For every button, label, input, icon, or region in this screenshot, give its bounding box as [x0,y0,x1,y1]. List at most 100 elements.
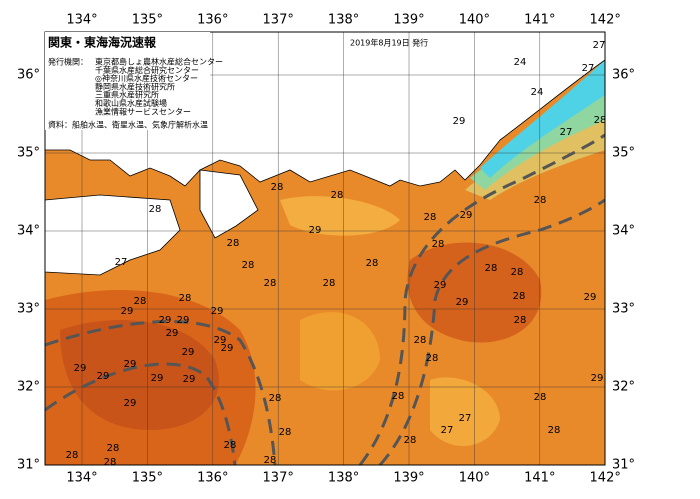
cool-water [430,377,500,447]
contour-label: 28 [404,435,417,446]
kuroshio-axis [358,133,605,465]
longitude-label: 137° [263,13,294,28]
contour-label: 29 [591,373,604,384]
contour-label: 29 [121,306,134,317]
contour-label: 28 [511,267,524,278]
contour-label: 24 [531,87,544,98]
longitude-label: 142° [590,13,621,28]
contour-label: 28 [548,425,561,436]
contour-label: 29 [74,363,87,374]
contour-label: 28 [279,427,292,438]
contour-label: 28 [432,239,445,250]
longitude-label: 139° [393,471,424,486]
contour-label: 28 [227,238,240,249]
contour-label: 27 [560,127,573,138]
contour-label: 28 [331,190,344,201]
contour-label: 28 [224,440,237,451]
issuer: 漁業情報サービスセンター [95,106,191,116]
contour-label: 29 [177,315,190,326]
contour-label: 29 [124,359,137,370]
contour-label: 28 [513,291,526,302]
longitude-label: 142° [590,471,621,486]
latitude-label: 32° [612,380,635,395]
longitude-label: 139° [393,13,424,28]
contour-label: 27 [441,425,454,436]
latitude-label: 32° [17,380,40,395]
longitude-label: 140° [459,471,490,486]
latitude-label: 31° [612,458,635,473]
contour-label: 28 [426,353,439,364]
contour-label: 28 [264,278,277,289]
issuer-label: 発行機関： [48,57,88,67]
title: 関東・東海海況速報 [48,35,157,50]
latitude-label: 33° [612,302,635,317]
contour-label: 28 [134,296,147,307]
contour-label: 29 [221,343,234,354]
kuroshio-axis [45,362,237,465]
contour-label: 28 [424,212,437,223]
latitude-label: 36° [17,68,40,83]
latitude-label: 35° [612,146,635,161]
info-box: 関東・東海海況速報 2019年8月19日 発行 発行機関： 東京都島しょ農林水産… [45,32,428,130]
latitude-label: 31° [17,458,40,473]
contour-label: 28 [594,115,607,126]
contour-label: 29 [211,306,224,317]
longitude-label: 137° [263,471,294,486]
contour-label: 28 [107,443,120,454]
issuer: 和歌山県水産試験場 [95,98,167,108]
kuroshio-axis [378,198,605,465]
issue-date: 2019年8月19日 発行 [350,38,428,48]
contour-label: 28 [269,393,282,404]
contour-label: 29 [182,347,195,358]
contour-label: 29 [124,398,137,409]
contour-label: 28 [271,182,284,193]
contour-label: 29 [159,315,172,326]
contour-label: 28 [392,391,405,402]
contour-label: 28 [514,315,527,326]
longitude-label: 134° [66,471,97,486]
latitude-label: 33° [17,302,40,317]
latitude-label: 36° [612,68,635,83]
longitude-label: 141° [524,13,555,28]
issuer: 静岡県水産技術研究所 [95,81,175,91]
contour-label: 28 [242,260,255,271]
longitude-label: 134° [66,13,97,28]
longitude-label: 135° [132,471,163,486]
contour-label: 28 [264,455,277,466]
land [45,194,181,276]
contour-label: 29 [309,225,322,236]
contour-label: 27 [582,63,595,74]
issuer: 東京都島しょ農林水産総合センター [95,57,223,67]
contour-label: 29 [166,328,179,339]
contour-label: 27 [459,413,472,424]
land [199,169,259,239]
contour-label: 29 [183,374,196,385]
contour-label: 29 [460,210,473,221]
longitude-label: 136° [197,13,228,28]
cool-water [300,312,380,391]
contour-label: 24 [514,57,527,68]
kuroshio-axis [45,320,277,465]
axis-labels: 134° 134° 135° 135° 136° 136° 137° 137° 138° 138°… [17,13,635,486]
contour-label: 27 [593,40,606,51]
map-frame [44,31,606,466]
contour-label: 28 [149,204,162,215]
contour-label: 27 [115,257,128,268]
contour-label: 29 [214,335,227,346]
issuer-list: 東京都島しょ農林水産総合センター千葉県水産総合研究センター◎神奈川県水産技術セン… [95,57,223,117]
contour-label: 29 [456,297,469,308]
contour-label: 29 [453,116,466,127]
longitude-label: 135° [132,13,163,28]
contour-label: 28 [179,293,192,304]
contour-label: 28 [534,195,547,206]
contour-label: 29 [151,373,164,384]
latitude-label: 34° [612,224,635,239]
issuer: 千葉県水産総合研究センター [95,65,199,75]
contour-label: 29 [584,292,597,303]
longitude-label: 140° [459,13,490,28]
current-axis [45,133,605,465]
contour-label: 28 [366,258,379,269]
issuer: ◎神奈川県水産技術センター [95,73,198,83]
